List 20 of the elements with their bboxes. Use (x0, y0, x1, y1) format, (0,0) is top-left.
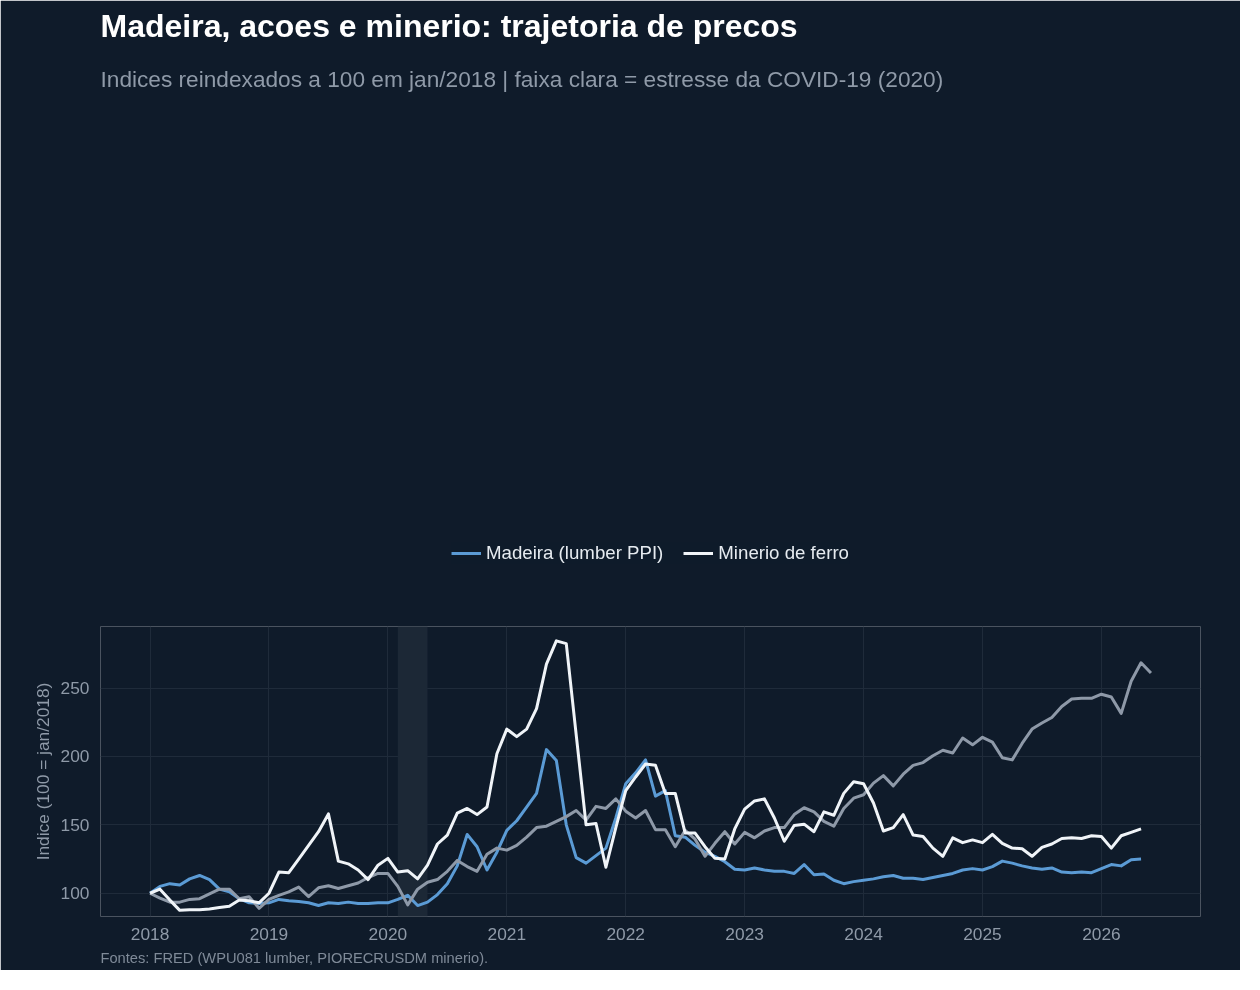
x-tick-label: 2024 (844, 923, 884, 944)
x-tick-label: 2025 (963, 923, 1002, 944)
text: Fontes: FRED (WPU081 lumber, PIORECRUSDM minerio). (100, 949, 489, 966)
y-tick-label: 150 (60, 814, 90, 835)
y-axis-title: Indice (100 = jan/2018) (32, 682, 53, 861)
legend-label: Madeira (lumber PPI) (486, 541, 664, 564)
x-tick-label: 2020 (368, 923, 408, 944)
line-series (148, 748, 1143, 908)
chart-title: Madeira, acoes e minerio: trajetoria de precos (100, 7, 798, 44)
x-tick-label: 2019 (249, 923, 289, 944)
x-tick-label: 2023 (725, 923, 764, 944)
x-tick-label: 2026 (1082, 923, 1121, 944)
chart-subtitle: Indices reindexados a 100 em jan/2018 | faixa clara = estresse da COVID-19 (2020) (100, 65, 944, 92)
legend-label: Minerio de ferro (718, 541, 849, 564)
x-tick-label: 2018 (130, 923, 170, 944)
x-tick-label: 2022 (606, 923, 646, 944)
y-tick-label: 250 (60, 678, 90, 699)
x-tick-label: 2021 (487, 923, 527, 944)
y-tick-label: 200 (60, 746, 90, 767)
y-tick-label: 100 (60, 883, 90, 904)
